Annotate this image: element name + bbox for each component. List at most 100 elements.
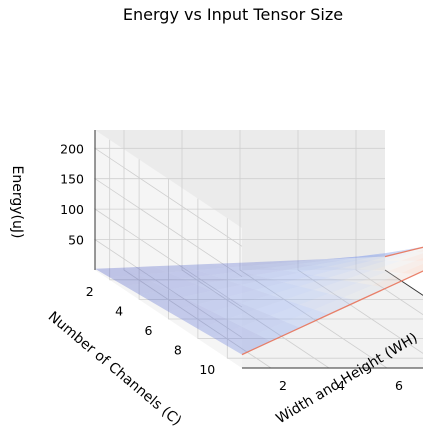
surface-patch: [182, 263, 226, 271]
surface-patch: [256, 321, 300, 342]
surface-patch: [284, 289, 329, 305]
surface-patch: [226, 289, 271, 304]
surface-patch: [197, 279, 241, 291]
surface-patch: [284, 265, 328, 273]
surface-edge-x: [241, 270, 423, 356]
x-tick-label: 4: [337, 378, 345, 393]
surface-patch: [182, 290, 227, 305]
surface-patch: [371, 260, 416, 272]
surface-patch: [313, 280, 358, 294]
surface-patch: [212, 326, 257, 346]
surface-patch: [240, 261, 284, 266]
surface-patch: [138, 272, 183, 283]
surface-patch: [371, 248, 415, 256]
surface-patch: [241, 315, 286, 334]
surface-patch: [298, 266, 343, 276]
surface-patch: [212, 303, 256, 320]
surface-patch: [153, 265, 197, 273]
grid-line-y: [197, 198, 423, 340]
grid-line-x: [181, 130, 330, 369]
surface-patch: [342, 254, 386, 261]
energy-surface: [95, 246, 423, 356]
surface-patch: [285, 309, 329, 328]
surface-patch: [342, 270, 387, 283]
y-axis-line: [384, 269, 423, 296]
surface-patch: [386, 260, 423, 273]
surface-patch: [357, 271, 402, 286]
surface-patch: [183, 311, 227, 329]
grid-lines: [93, 130, 423, 369]
z-tick-label: 50: [68, 233, 84, 248]
chart-title: Energy vs Input Tensor Size: [123, 5, 343, 24]
surface-patch: [240, 278, 285, 290]
surface-patch: [328, 269, 372, 281]
surface-patch: [255, 282, 300, 295]
surface-patch: [357, 260, 401, 271]
surface-patch: [197, 319, 242, 338]
grid-line-x: [123, 130, 272, 369]
surface-patch: [225, 265, 270, 272]
surface-patch: [386, 251, 423, 261]
surface-patch: [370, 249, 415, 256]
surface-patch: [414, 246, 423, 249]
y-axis-label: Number of Channels (C): [45, 309, 184, 428]
y-tick-label: 2: [86, 284, 94, 299]
surface-patch: [283, 260, 328, 264]
z-tick-label: 100: [60, 202, 84, 217]
surface-patch: [327, 255, 372, 261]
y-tick-label: 8: [174, 343, 182, 358]
grid-line-y: [168, 179, 423, 320]
y-tick-label: 6: [145, 323, 153, 338]
surface-patch: [415, 249, 423, 253]
surface-patch: [327, 260, 372, 268]
grid-line-y: [138, 159, 423, 300]
surface-patch: [385, 247, 423, 255]
surface-patch: [211, 262, 255, 268]
grid-line-y: [109, 139, 400, 281]
surface-patch: [343, 285, 387, 301]
x-tick-label: 6: [395, 378, 403, 393]
surface-patch: [400, 253, 423, 261]
surface-patch: [401, 263, 423, 275]
surface-patch: [109, 274, 154, 286]
surface-patch: [284, 275, 329, 287]
surface-patch: [342, 260, 387, 270]
surface-patch: [313, 267, 358, 278]
surface-patch: [255, 270, 299, 279]
surface-patch: [269, 264, 314, 271]
surface-patch: [139, 289, 183, 304]
surface-patch: [415, 257, 423, 261]
grid-line-y: [226, 218, 423, 359]
surface-patch: [241, 294, 285, 310]
surface-patch: [270, 304, 315, 322]
grid-line-x: [297, 130, 423, 354]
surface-patch: [312, 256, 357, 261]
surface-patch: [168, 304, 213, 321]
grid-line-x: [355, 130, 423, 316]
surface-patch: [182, 275, 227, 285]
surface-patch: [371, 252, 416, 261]
surface-patch: [211, 271, 256, 280]
surface-patch: [255, 299, 300, 316]
surface-patch: [95, 267, 139, 278]
surface-patch: [372, 273, 416, 288]
surface-patch: [226, 275, 270, 285]
surface-patch: [124, 266, 168, 275]
surface-patch: [254, 262, 299, 268]
surface-patch: [124, 282, 169, 295]
surface-patch: [240, 267, 285, 276]
surface-patch: [211, 284, 256, 298]
surface-edge-y: [384, 246, 423, 258]
grid-line-x: [239, 130, 388, 369]
y-tick-label: 10: [199, 362, 215, 377]
z-tick-label: 150: [60, 172, 84, 187]
y-tick-label: 4: [115, 303, 123, 318]
x-tick-label: 2: [279, 378, 287, 393]
surface-patch: [168, 284, 212, 297]
surface-patch: [269, 260, 313, 263]
surface-patch: [227, 333, 271, 355]
tick-labels: 24681024681050100150200: [60, 141, 403, 393]
surface-patch: [299, 277, 343, 290]
surface-patch: [153, 297, 198, 312]
